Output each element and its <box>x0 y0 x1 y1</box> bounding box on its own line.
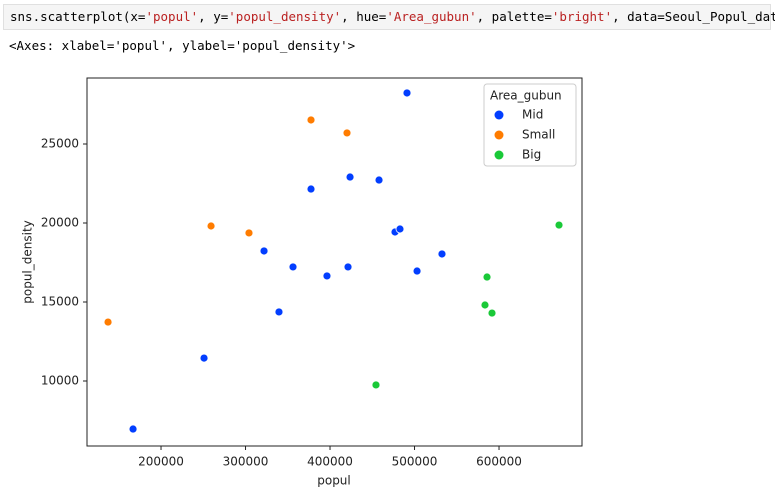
point <box>274 307 284 317</box>
code-token: , hue= <box>341 9 387 24</box>
x-tick-label: 500000 <box>392 455 438 469</box>
point <box>288 262 298 272</box>
plot-area <box>86 77 583 447</box>
y-tick-label: 15000 <box>41 294 79 308</box>
legend-marker <box>494 130 504 140</box>
point <box>480 300 490 310</box>
x-tick-label: 400000 <box>307 455 353 469</box>
output-text: <Axes: xlabel='popul', ylabel='popul_den… <box>9 38 356 53</box>
x-tick-label: 200000 <box>138 455 184 469</box>
point <box>244 228 254 238</box>
x-tick-label: 300000 <box>223 455 269 469</box>
point <box>345 172 355 182</box>
point <box>374 175 384 185</box>
point <box>402 88 412 98</box>
code-token: sns.scatterplot(x= <box>10 9 146 24</box>
x-axis-label: popul <box>317 474 351 488</box>
point <box>306 115 316 125</box>
x-tick-label: 600000 <box>476 455 522 469</box>
legend-marker <box>494 110 504 120</box>
point <box>342 128 352 138</box>
code-token: , data=Seoul_Popul_data) <box>612 9 775 24</box>
y-tick-label: 20000 <box>41 215 79 229</box>
point <box>306 184 316 194</box>
y-tick-label: 25000 <box>41 136 79 150</box>
code-token: 'popul_density' <box>228 9 342 24</box>
point <box>103 317 113 327</box>
code-token: 'bright' <box>551 9 613 24</box>
legend-label: Mid <box>522 108 543 122</box>
legend-box <box>483 83 577 167</box>
point <box>554 220 564 230</box>
point <box>343 262 353 272</box>
code-token: 'Area_gubun' <box>386 9 477 24</box>
point <box>128 424 138 434</box>
point <box>206 221 216 231</box>
legend-title: Area_gubun <box>490 89 562 103</box>
point <box>199 353 209 363</box>
legend-label: Small <box>522 128 555 142</box>
point <box>412 266 422 276</box>
code-token: , y= <box>198 9 229 24</box>
code-cell: sns.scatterplot(x='popul', y='popul_dens… <box>3 4 775 30</box>
point <box>395 224 405 234</box>
point <box>487 308 497 318</box>
point <box>482 272 492 282</box>
code-token: , palette= <box>476 9 552 24</box>
point <box>259 246 269 256</box>
point <box>437 249 447 259</box>
y-axis-label: popul_density <box>21 220 35 304</box>
point <box>371 380 381 390</box>
legend-marker <box>494 150 504 160</box>
y-tick-label: 10000 <box>41 373 79 387</box>
legend-label: Big <box>522 148 541 162</box>
point <box>322 271 332 281</box>
code-token: 'popul' <box>145 9 199 24</box>
